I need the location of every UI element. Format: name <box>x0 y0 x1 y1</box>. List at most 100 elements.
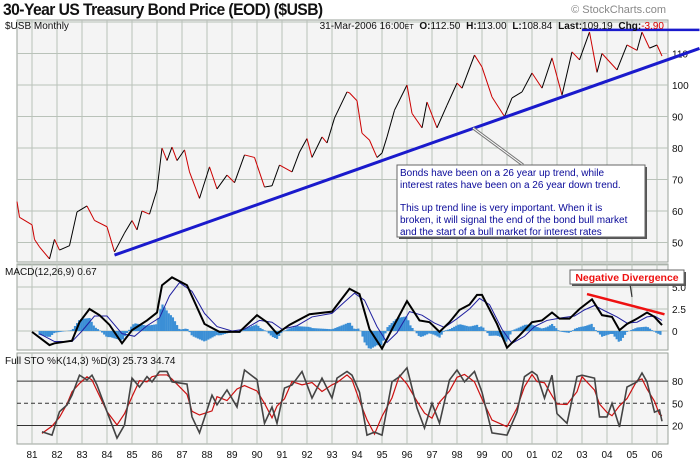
macd-histogram-bar <box>394 319 397 331</box>
price-line-segment <box>271 164 280 186</box>
macd-histogram-bar <box>655 331 658 333</box>
x-tick-label: 89 <box>226 450 238 461</box>
macd-histogram-bar <box>144 325 147 331</box>
macd-histogram-bar <box>611 331 614 334</box>
stochastic-y-tick-label: 50 <box>672 399 684 410</box>
macd-histogram-bar <box>196 331 200 339</box>
macd-histogram-bar <box>378 331 381 346</box>
x-tick-label: 91 <box>276 450 288 461</box>
macd-histogram-bar <box>657 331 660 334</box>
macd-histogram-bar <box>496 331 500 336</box>
price-line-segment <box>171 146 178 161</box>
macd-y-tick-label: 5.0 <box>672 283 686 294</box>
macd-histogram-bar <box>428 331 431 334</box>
macd-histogram-bar <box>642 326 645 331</box>
price-line-segment <box>311 136 323 158</box>
macd-histogram-bar <box>417 331 420 336</box>
macd-histogram-bar <box>167 313 170 331</box>
price-line-segment <box>369 139 378 158</box>
stochastic-label: Full STO %K(14,3) %D(3) 25.73 34.74 <box>5 356 176 367</box>
price-line-segment <box>49 239 55 260</box>
x-tick-label: 99 <box>476 450 488 461</box>
macd-histogram-bar <box>207 331 210 340</box>
macd-histogram-bar <box>390 323 393 331</box>
price-line-segment <box>189 171 200 199</box>
macd-histogram-bar <box>146 325 150 331</box>
macd-histogram-bar <box>596 331 600 333</box>
macd-histogram-bar <box>367 331 370 349</box>
x-tick-label: 03 <box>576 450 588 461</box>
copyright: © StockCharts.com <box>571 4 666 16</box>
svg-text:interest rates have been on a: interest rates have been on a 26 year do… <box>400 180 621 191</box>
macd-histogram-bar <box>244 328 247 331</box>
price-line-segment <box>349 92 358 102</box>
macd-histogram-bar <box>459 324 462 331</box>
price-line-segment <box>511 91 523 99</box>
x-tick-label: 83 <box>76 450 88 461</box>
macd-histogram-bar <box>511 330 514 331</box>
macd-histogram-bar <box>576 327 579 331</box>
macd-histogram-bar <box>82 318 85 331</box>
macd-histogram-bar <box>542 328 545 331</box>
macd-y-tick-label: 0 <box>672 327 678 338</box>
price-line-segment <box>209 166 218 190</box>
macd-histogram-bar <box>38 331 41 335</box>
price-line-segment <box>136 210 143 231</box>
macd-histogram-bar <box>180 329 183 331</box>
price-line-segment <box>589 31 598 73</box>
macd-histogram-bar <box>598 331 602 335</box>
macd-histogram-bar <box>636 327 639 331</box>
macd-histogram-bar <box>646 327 650 331</box>
macd-histogram-bar <box>107 331 110 338</box>
price-line-segment <box>491 96 505 117</box>
macd-histogram-bar <box>48 331 52 337</box>
price-line-segment <box>94 220 108 228</box>
macd-histogram-bar <box>336 327 339 331</box>
macd-histogram-bar <box>603 331 606 336</box>
macd-histogram-bar <box>330 329 333 331</box>
macd-histogram-bar <box>623 331 627 335</box>
macd-histogram-bar <box>640 327 643 331</box>
price-line-segment <box>31 224 35 240</box>
macd-histogram-bar <box>465 325 468 331</box>
macd-histogram-bar <box>190 331 193 336</box>
macd-histogram-bar <box>534 326 537 331</box>
macd-histogram-bar <box>130 326 133 331</box>
price-line-segment <box>16 201 20 218</box>
price-line-segment <box>656 44 663 57</box>
macd-histogram-bar <box>494 331 497 336</box>
macd-histogram-bar <box>317 328 320 331</box>
macd-histogram-bar <box>340 325 343 331</box>
macd-histogram-bar <box>471 325 475 331</box>
x-tick-label: 98 <box>451 450 463 461</box>
price-line-segment <box>386 110 395 138</box>
price-line-segment <box>184 149 190 173</box>
macd-histogram-bar <box>544 327 547 331</box>
macd-histogram-bar <box>46 331 50 337</box>
macd-histogram-bar <box>578 327 581 331</box>
last-value: 109.19 <box>582 21 613 32</box>
divergence-pointer <box>629 283 633 298</box>
x-tick-label: 90 <box>251 450 263 461</box>
macd-histogram-bar <box>573 328 577 331</box>
price-y-tick-label: 70 <box>672 176 684 187</box>
x-tick-label: 84 <box>101 450 113 461</box>
macd-histogram-bar <box>321 328 325 331</box>
macd-histogram-bar <box>607 331 610 335</box>
price-line-segment <box>649 44 658 49</box>
price-line-segment <box>244 154 255 158</box>
macd-histogram-bar <box>615 331 618 340</box>
macd-histogram-bar <box>605 331 608 336</box>
macd-histogram-bar <box>315 328 318 331</box>
x-tick-label: 02 <box>551 450 563 461</box>
macd-histogram-bar <box>101 331 104 333</box>
macd-histogram-bar <box>211 331 214 338</box>
macd-histogram-bar <box>653 331 656 332</box>
macd-histogram-bar <box>290 327 293 331</box>
macd-histogram-bar <box>148 325 152 331</box>
macd-histogram-bar <box>601 331 604 337</box>
macd-histogram-bar <box>488 331 491 336</box>
price-line-segment <box>356 100 363 134</box>
macd-histogram-bar <box>590 323 593 331</box>
macd-histogram-bar <box>403 316 406 331</box>
